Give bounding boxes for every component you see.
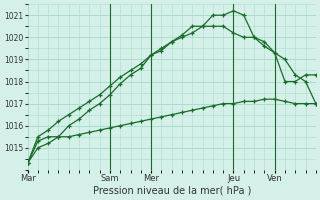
X-axis label: Pression niveau de la mer( hPa ): Pression niveau de la mer( hPa ) xyxy=(92,186,251,196)
